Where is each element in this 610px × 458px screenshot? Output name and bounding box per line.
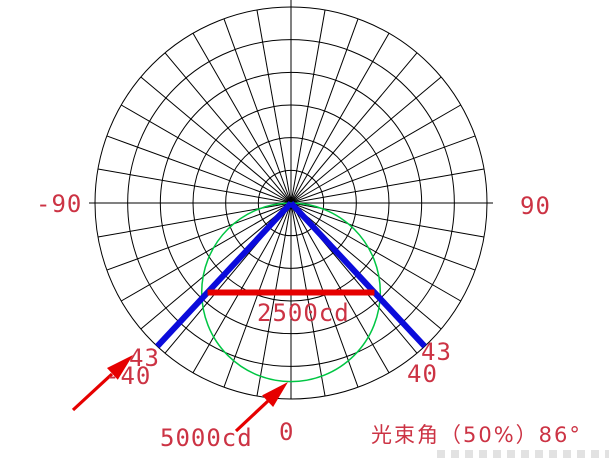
- callout-arrow-shaft: [234, 399, 270, 433]
- grid-ray: [256, 9, 292, 204]
- intensity-curve: [200, 202, 382, 383]
- beam-angle-label-right-40: 40: [407, 360, 438, 388]
- watermark-remnant: [437, 450, 609, 458]
- beam-line-right: [288, 200, 427, 349]
- angle-label-pos-90: 90: [520, 192, 551, 220]
- grid-ray: [106, 135, 292, 204]
- grid-ray: [290, 202, 442, 330]
- grid-ray: [140, 202, 292, 330]
- chord-intensity-label: 2500cd: [257, 299, 350, 327]
- grid-ray: [290, 168, 485, 204]
- grid-ray: [290, 52, 418, 204]
- grid-ray: [290, 202, 461, 302]
- grid-ray: [290, 135, 476, 204]
- grid-ray: [164, 52, 292, 204]
- callout-arrow-shaft: [71, 372, 114, 412]
- grid-ray: [290, 18, 359, 204]
- grid-ray: [290, 9, 326, 204]
- grid-ray: [290, 202, 476, 271]
- grid-ray: [97, 168, 292, 204]
- grid-ray: [192, 202, 292, 373]
- beam-angle-annotation: 光束角（50%）86°: [371, 423, 582, 447]
- grid-ray: [223, 18, 292, 204]
- grid-ray: [106, 202, 292, 271]
- grid-ray: [121, 202, 292, 302]
- beam-angle-label-left-neg-40: -40: [105, 362, 152, 390]
- angle-label-neg-90: -90: [36, 190, 83, 218]
- grid-ray: [290, 104, 461, 204]
- grid-ray: [256, 202, 292, 397]
- beam-angle-label-left-43: 43: [129, 344, 160, 372]
- grid-ray: [290, 33, 390, 204]
- beam-line-left: [155, 200, 294, 349]
- callout-arrow-head: [262, 382, 288, 407]
- peak-intensity-label: 5000cd: [160, 424, 253, 452]
- grid-ray: [121, 104, 292, 204]
- beam-angle-label-right-43: 43: [421, 338, 452, 366]
- grid-ray: [192, 33, 292, 204]
- angle-label-zero: 0: [279, 418, 295, 446]
- grid-ray: [290, 202, 326, 397]
- grid-ray: [290, 76, 442, 204]
- grid-ray: [290, 202, 390, 373]
- grid-ray: [140, 76, 292, 204]
- callout-arrow-head: [107, 355, 133, 380]
